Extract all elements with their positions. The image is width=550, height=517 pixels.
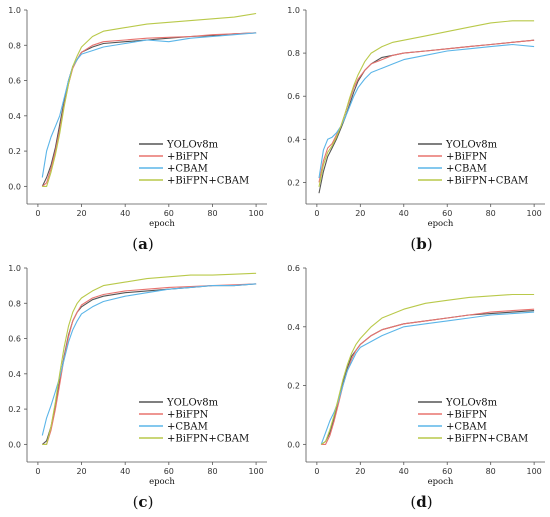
panel-caption: (d) (410, 493, 432, 511)
legend-label: YOLOv8m (166, 140, 219, 151)
series-line-bifpn (321, 308, 535, 445)
series-line-bifpn (41, 32, 257, 187)
series-line-yolov8m (320, 310, 535, 445)
series-line-yolov8m (41, 32, 257, 187)
y-tick-label: 0.0 (287, 440, 300, 449)
y-tick-label: 1.0 (8, 6, 21, 15)
y-tick-label: 0.2 (287, 382, 300, 391)
legend-label: +CBAM (446, 422, 487, 433)
legend: YOLOv8m+BiFPN+CBAM+BiFPN+CBAM (418, 398, 528, 445)
y-tick-label: 0.0 (8, 440, 21, 449)
y-tick-label: 0.8 (8, 299, 21, 308)
series-line-bifpn-cbam (42, 12, 257, 187)
chart-panel-b: 0.20.40.60.81.00 20 40 60 80 100epochYOLOv8m+… (287, 6, 545, 253)
x-tick-label: 0 (35, 467, 40, 476)
y-tick-label: 0.6 (287, 264, 300, 273)
x-axis-label: epoch (428, 219, 454, 229)
chart-panel-c: 0.0 0.2 0.4 0.6 0.8 1.0 0 20 40 60 80 100 epoch YOLOv… (8, 264, 267, 511)
y-tick-label: 0.6 (8, 335, 21, 344)
x-tick-label: 20 (76, 209, 86, 218)
x-tick-label: 20 (355, 209, 365, 218)
legend-label: +CBAM (167, 164, 208, 175)
panel-caption: (b) (410, 235, 432, 253)
legend-label: +CBAM (167, 422, 208, 433)
x-tick-label: 0 (35, 209, 40, 218)
x-tick-label: 0 (314, 467, 319, 476)
y-tick-label: 0.6 (8, 77, 21, 86)
y-tick-label: 0.0 (8, 182, 21, 191)
series-line-bifpn-cbam (318, 20, 535, 187)
x-axis-label: epoch (428, 477, 454, 487)
x-tick-label: 60 (442, 467, 452, 476)
series-line-bifpn-cbam (320, 293, 535, 445)
x-tick-label: 60 (164, 467, 174, 476)
x-tick-label: 60 (164, 209, 174, 218)
x-axis-label: epoch (149, 219, 175, 229)
legend-label: +BiFPN+CBAM (446, 434, 528, 445)
x-tick-label: 40 (399, 467, 409, 476)
y-tick-label: 0.4 (287, 135, 300, 144)
x-tick-label: 0 (314, 209, 319, 218)
series-line-cbam (41, 283, 257, 436)
legend: YOLOv8m+BiFPN+CBAM+BiFPN+CBAM (418, 140, 528, 187)
y-tick-label: 0.2 (8, 147, 21, 156)
x-tick-label: 20 (76, 467, 86, 476)
series-line-yolov8m (318, 39, 535, 194)
y-tick-label: 0.2 (8, 405, 21, 414)
series-line-bifpn (42, 283, 257, 445)
x-tick-label: 80 (486, 467, 496, 476)
legend-label: YOLOv8m (445, 140, 498, 151)
series-line-cbam (41, 32, 257, 178)
legend-label: YOLOv8m (445, 398, 498, 409)
x-tick-label: 100 (248, 467, 263, 476)
y-tick-label: 0.2 (287, 178, 300, 187)
legend-label: +BiFPN+CBAM (167, 434, 249, 445)
y-tick-label: 0.8 (287, 49, 300, 58)
y-tick-label: 0.6 (287, 92, 300, 101)
y-tick-label: 0.4 (287, 323, 300, 332)
series-line-bifpn-cbam (42, 272, 257, 445)
legend: YOLOv8m+BiFPN+CBAM+BiFPN+CBAM (139, 140, 249, 187)
chart-panel-d: 0.00.20.40.60 20 40 60 80 100epochYOLOv8m+BiF… (287, 264, 545, 511)
x-tick-label: 40 (120, 209, 130, 218)
y-tick-label: 0.8 (8, 41, 21, 50)
x-tick-label: 40 (120, 467, 130, 476)
legend-label: +BiFPN+CBAM (167, 176, 249, 187)
legend-label: +BiFPN (167, 152, 209, 163)
y-tick-label: 1.0 (287, 6, 300, 15)
x-tick-label: 100 (526, 209, 541, 218)
legend: YOLOv8m+BiFPN+CBAM+BiFPN+CBAM (139, 398, 249, 445)
legend-label: +BiFPN+CBAM (446, 176, 528, 187)
x-tick-label: 80 (207, 209, 217, 218)
legend-label: +BiFPN (446, 410, 488, 421)
x-tick-label: 40 (399, 209, 409, 218)
legend-label: +CBAM (446, 164, 487, 175)
x-tick-label: 100 (248, 209, 263, 218)
x-tick-label: 60 (442, 209, 452, 218)
x-axis-label: epoch (149, 477, 175, 487)
chart-panel-a: 0.0 0.2 0.4 0.6 0.8 1.0 0 20 40 60 80 100 epoch YOLOv… (8, 6, 267, 253)
legend-label: +BiFPN (446, 152, 488, 163)
y-tick-label: 0.4 (8, 112, 21, 121)
legend-label: YOLOv8m (166, 398, 219, 409)
x-tick-label: 80 (486, 209, 496, 218)
y-tick-label: 0.4 (8, 370, 21, 379)
x-tick-label: 80 (207, 467, 217, 476)
legend-label: +BiFPN (167, 410, 209, 421)
x-tick-label: 20 (355, 467, 365, 476)
panel-caption: (a) (132, 235, 153, 253)
y-tick-label: 1.0 (8, 264, 21, 273)
panel-caption: (c) (133, 493, 154, 511)
series-line-cbam (320, 311, 535, 445)
series-line-cbam (318, 43, 535, 179)
x-tick-label: 100 (526, 467, 541, 476)
series-line-bifpn (318, 39, 535, 183)
